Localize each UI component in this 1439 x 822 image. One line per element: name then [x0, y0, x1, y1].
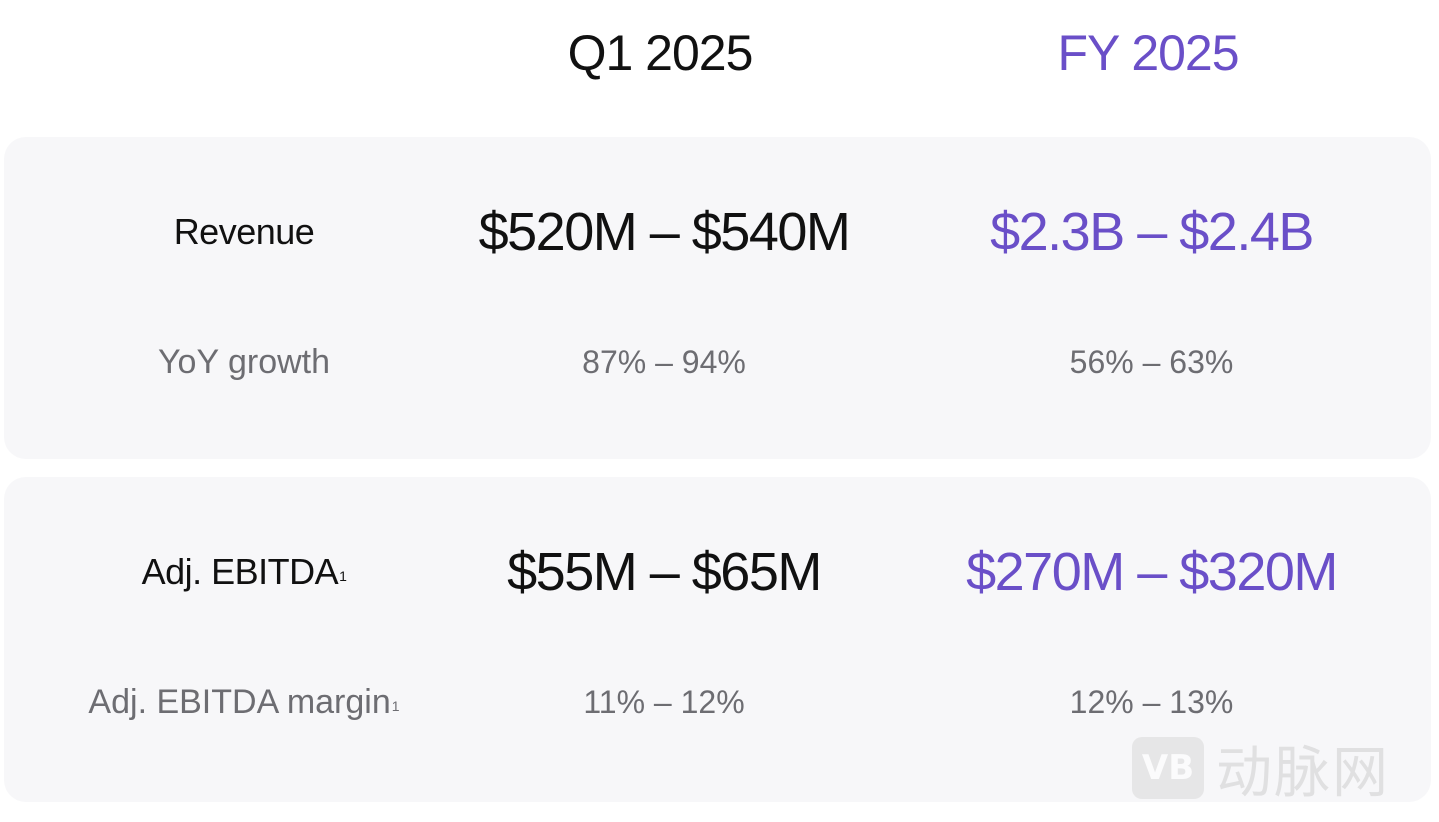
adj-ebitda-label: Adj. EBITDA 1: [141, 551, 347, 592]
q1-yoy-growth-value: 87% – 94%: [582, 343, 746, 380]
revenue-label: Revenue: [173, 211, 315, 252]
fy-ebitda-margin-value: 12% – 13%: [1069, 683, 1234, 720]
watermark-text: 动脉网: [1216, 740, 1390, 806]
revenue-panel: Revenue $520M – $540M $2.3B – $2.4B YoY …: [4, 137, 1431, 459]
yoy-growth-label: YoY growth: [157, 342, 331, 381]
watermark: VB 动脉网: [1132, 732, 1390, 806]
ebitda-panel: Adj. EBITDA 1 $55M – $65M $270M – $320M A…: [4, 477, 1431, 802]
footnote-marker: 1: [391, 698, 400, 714]
fy-ebitda-value: $270M – $320M: [966, 542, 1338, 602]
fy-yoy-growth-value: 56% – 63%: [1069, 343, 1234, 380]
ebitda-margin-label: Adj. EBITDA margin 1: [88, 682, 400, 721]
q1-ebitda-value: $55M – $65M: [507, 542, 822, 602]
q1-ebitda-margin-value: 11% – 12%: [583, 683, 745, 720]
header-q1-2025: Q1 2025: [567, 25, 754, 81]
footnote-marker: 1: [339, 568, 347, 584]
header-fy-2025: FY 2025: [1057, 25, 1239, 81]
q1-revenue-value: $520M – $540M: [478, 202, 851, 262]
watermark-logo-icon: VB: [1132, 737, 1204, 799]
fy-revenue-value: $2.3B – $2.4B: [990, 202, 1314, 262]
